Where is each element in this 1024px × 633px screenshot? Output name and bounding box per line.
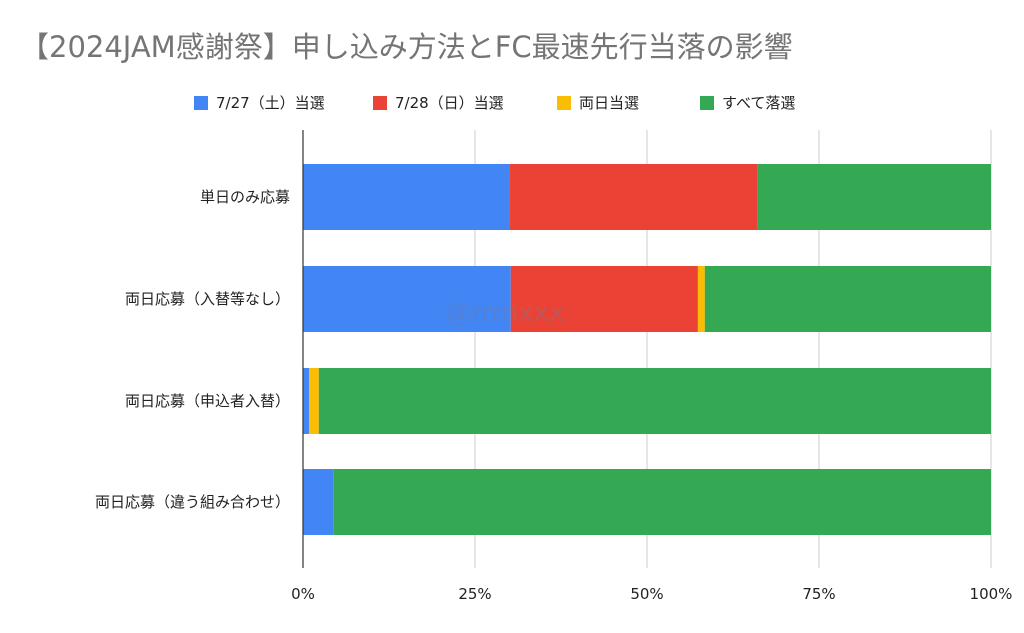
legend-item-lost[interactable]: すべて落選 bbox=[700, 92, 795, 113]
legend-item-both[interactable]: 両日当選 bbox=[557, 92, 639, 113]
legend-label-both: 両日当選 bbox=[579, 94, 640, 112]
chart-title: 【2024JAM感謝祭】申し込み方法とFC最速先行当落の影響 bbox=[20, 30, 793, 64]
category-label: 両日応募（申込者入替） bbox=[125, 392, 290, 410]
legend-swatch-both bbox=[557, 95, 571, 110]
x-tick-label: 50% bbox=[630, 585, 663, 603]
bar-segment bbox=[510, 266, 698, 332]
bar-segment bbox=[303, 368, 310, 434]
legend: 7/27（土）当選 7/28（日）当選 両日当選 すべて落選 bbox=[0, 92, 1024, 114]
bar-segment bbox=[303, 266, 511, 332]
bar-segment bbox=[309, 368, 319, 434]
category-label: 両日応募（入替等なし） bbox=[125, 290, 290, 308]
legend-label-sat: 7/27（土）当選 bbox=[216, 94, 325, 112]
x-tick-label: 25% bbox=[458, 585, 491, 603]
legend-item-sat[interactable]: 7/27（土）当選 bbox=[194, 92, 325, 113]
legend-swatch-lost bbox=[700, 95, 714, 110]
x-tick-label: 75% bbox=[802, 585, 835, 603]
bar-segment bbox=[697, 266, 705, 332]
legend-swatch-sat bbox=[194, 95, 208, 110]
bar-segment bbox=[303, 469, 334, 535]
legend-swatch-sun bbox=[373, 95, 387, 110]
category-label: 単日のみ応募 bbox=[200, 188, 290, 206]
legend-label-lost: すべて落選 bbox=[722, 94, 796, 112]
bar-segment bbox=[704, 266, 991, 332]
bar-segment bbox=[509, 164, 758, 230]
watermark: @rrrnxxx bbox=[445, 298, 565, 328]
bar-segment bbox=[333, 469, 992, 535]
x-tick-label: 0% bbox=[291, 585, 315, 603]
bar-segment bbox=[318, 368, 992, 434]
x-tick-label: 100% bbox=[970, 585, 1013, 603]
bar-segment bbox=[303, 164, 510, 230]
category-label: 両日応募（違う組み合わせ） bbox=[95, 493, 290, 511]
legend-item-sun[interactable]: 7/28（日）当選 bbox=[373, 92, 504, 113]
bar-segment bbox=[757, 164, 991, 230]
legend-label-sun: 7/28（日）当選 bbox=[395, 94, 504, 112]
